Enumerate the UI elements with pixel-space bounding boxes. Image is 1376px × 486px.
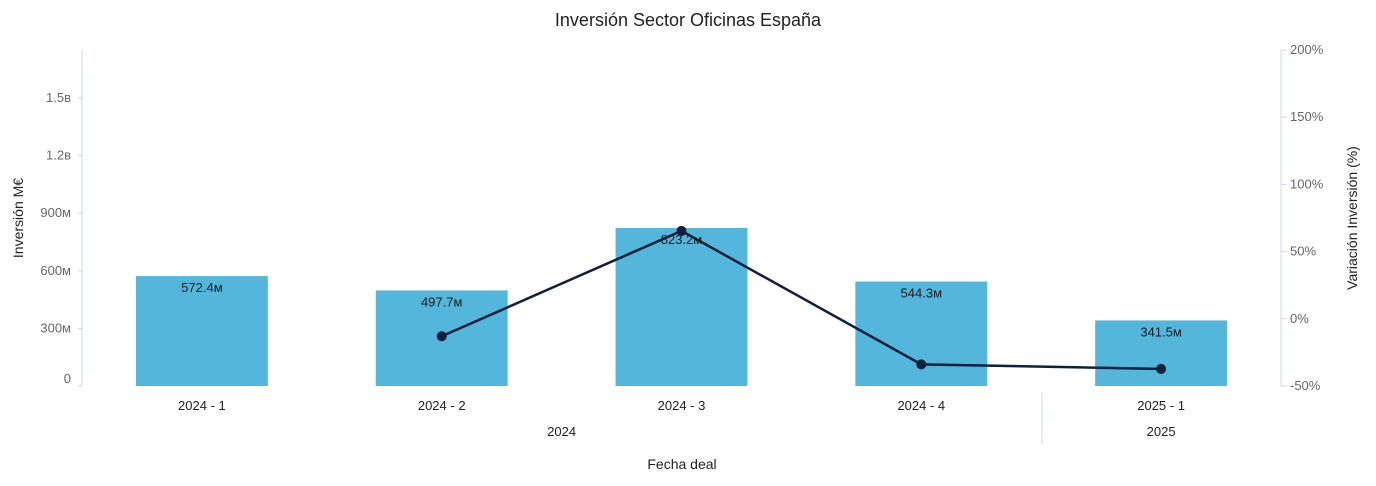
right-tick-label: 50% bbox=[1290, 244, 1316, 259]
left-tick-label: 900м bbox=[40, 205, 71, 220]
category-labels: 2024 - 1 2024 - 2 2024 - 3 2024 - 4 2025 - 1 bbox=[178, 398, 1185, 413]
bar-data-label: 572.4м bbox=[181, 280, 223, 295]
left-tick-label: 300м bbox=[40, 320, 71, 335]
right-axis-ticks: -50% 0% 50% 100% 150% 200% bbox=[1281, 42, 1324, 393]
line-series bbox=[436, 225, 1167, 374]
chart-title: Inversión Sector Oficinas España bbox=[555, 10, 822, 30]
left-tick-label: 1.2в bbox=[46, 148, 71, 163]
line-point bbox=[916, 359, 927, 370]
group-label: 2025 bbox=[1147, 424, 1176, 439]
line-point bbox=[436, 331, 447, 342]
y2-axis-title: Variación Inversión (%) bbox=[1344, 146, 1360, 290]
bar bbox=[1095, 320, 1228, 386]
bar-data-label: 544.3м bbox=[901, 285, 943, 300]
y-axis-title: Inversión M€ bbox=[10, 178, 26, 258]
bar-data-label: 497.7м bbox=[421, 294, 463, 309]
category-label: 2024 - 1 bbox=[178, 398, 226, 413]
right-tick-label: 150% bbox=[1290, 109, 1324, 124]
bar-data-label: 341.5м bbox=[1140, 324, 1182, 339]
x-axis-title: Fecha deal bbox=[647, 456, 716, 472]
bar-series bbox=[135, 227, 1228, 386]
category-label: 2024 - 4 bbox=[897, 398, 945, 413]
category-label: 2024 - 2 bbox=[418, 398, 466, 413]
line-path bbox=[441, 229, 1162, 371]
line-point bbox=[676, 225, 687, 236]
group-labels: 2024 2025 bbox=[547, 424, 1175, 439]
category-label: 2025 - 1 bbox=[1137, 398, 1185, 413]
bar-data-labels: 572.4м 497.7м 823.2м 544.3м 341.5м bbox=[181, 232, 1182, 339]
left-tick-label: 1.5в bbox=[46, 90, 71, 105]
right-tick-label: -50% bbox=[1290, 378, 1321, 393]
right-tick-label: 200% bbox=[1290, 42, 1324, 57]
left-axis-ticks: 0 300м 600м 900м 1.2в 1.5в bbox=[40, 90, 82, 387]
right-tick-label: 100% bbox=[1290, 176, 1324, 191]
group-label: 2024 bbox=[547, 424, 576, 439]
left-tick-label: 600м bbox=[40, 263, 71, 278]
bar bbox=[135, 276, 268, 386]
left-tick-label: 0 bbox=[64, 371, 71, 386]
right-tick-label: 0% bbox=[1290, 311, 1309, 326]
category-label: 2024 - 3 bbox=[658, 398, 706, 413]
bar-data-label: 823.2м bbox=[661, 232, 703, 247]
line-point bbox=[1156, 363, 1167, 374]
